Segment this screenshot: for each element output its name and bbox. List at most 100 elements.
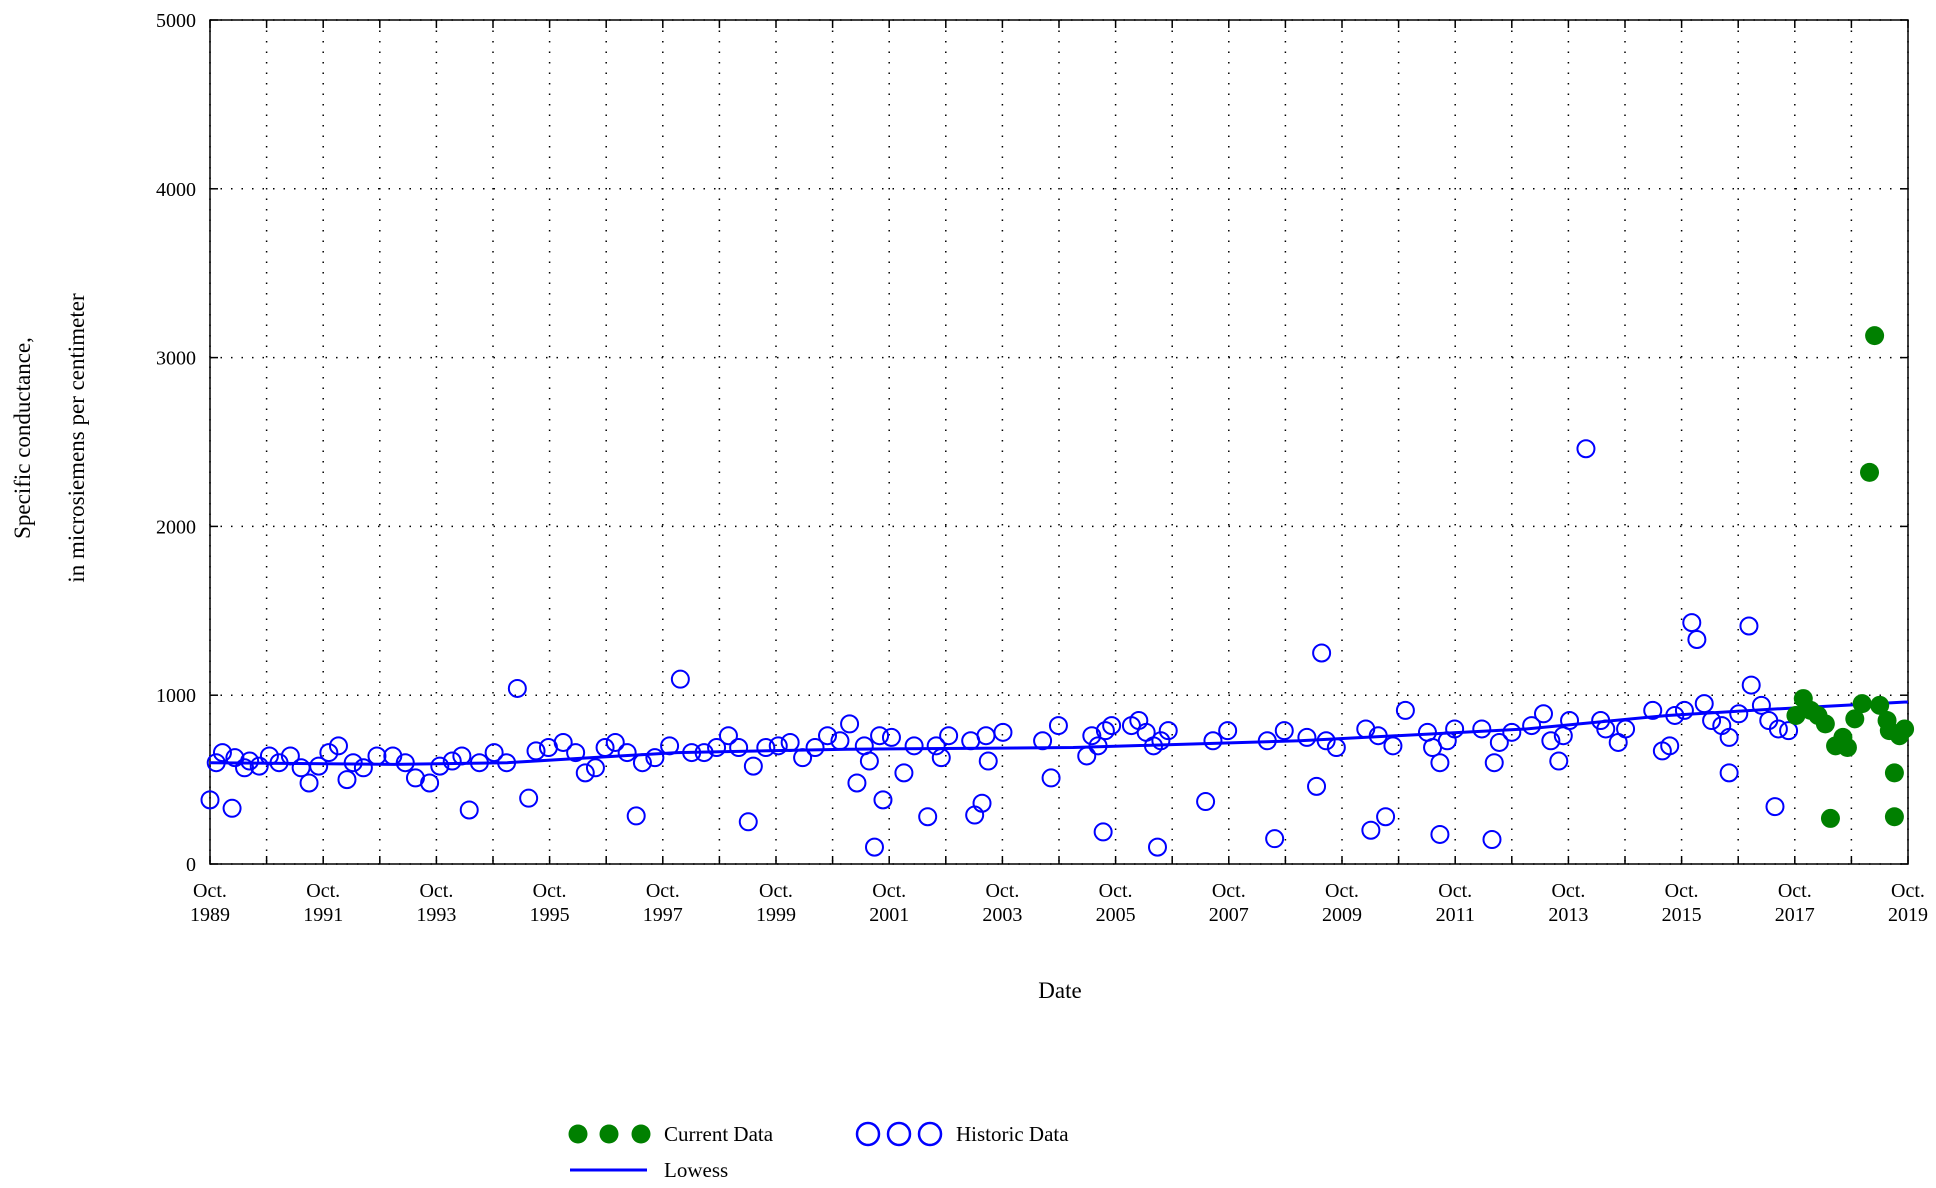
x-tick-label: Oct. 2001 bbox=[869, 880, 909, 926]
x-tick-label: Oct. 2019 bbox=[1888, 880, 1928, 926]
historic-point bbox=[420, 773, 440, 793]
historic-point bbox=[222, 798, 242, 818]
historic-point bbox=[1147, 837, 1167, 857]
historic-point bbox=[1751, 695, 1771, 715]
historic-point bbox=[1484, 753, 1504, 773]
x-tick-label: Oct. 2015 bbox=[1662, 880, 1702, 926]
historic-point bbox=[840, 714, 860, 734]
historic-point bbox=[847, 773, 867, 793]
historic-point bbox=[595, 738, 615, 758]
x-tick-label: Oct. 2017 bbox=[1775, 880, 1815, 926]
legend-marker bbox=[599, 1124, 619, 1144]
y-tick-label: 1000 bbox=[156, 685, 196, 707]
plot-frame bbox=[209, 19, 1909, 865]
historic-point bbox=[1576, 439, 1596, 459]
historic-point bbox=[1093, 822, 1113, 842]
historic-point bbox=[859, 751, 879, 771]
historic-point bbox=[873, 790, 893, 810]
historic-point bbox=[1102, 716, 1122, 736]
historic-point bbox=[1095, 721, 1115, 741]
historic-point bbox=[1033, 731, 1053, 751]
historic-point bbox=[626, 806, 646, 826]
historic-point bbox=[918, 807, 938, 827]
historic-point bbox=[1682, 613, 1702, 633]
historic-point bbox=[1719, 727, 1739, 747]
historic-point bbox=[1522, 716, 1542, 736]
historic-point bbox=[240, 751, 260, 771]
historic-point bbox=[978, 751, 998, 771]
y-tick-label: 4000 bbox=[156, 179, 196, 201]
historic-point bbox=[309, 756, 329, 776]
historic-point bbox=[1307, 776, 1327, 796]
historic-point bbox=[738, 812, 758, 832]
historic-point bbox=[1376, 807, 1396, 827]
current-point bbox=[1884, 763, 1904, 783]
x-tick-label: Oct. 2009 bbox=[1322, 880, 1362, 926]
historic-point bbox=[1218, 721, 1238, 741]
historic-point bbox=[645, 748, 665, 768]
historic-point bbox=[1274, 721, 1294, 741]
historic-point bbox=[1560, 711, 1580, 731]
historic-point bbox=[939, 726, 959, 746]
historic-point bbox=[1361, 820, 1381, 840]
x-tick-label: Oct. 2003 bbox=[982, 880, 1022, 926]
historic-point bbox=[1297, 727, 1317, 747]
historic-point bbox=[870, 726, 890, 746]
current-point bbox=[1845, 709, 1865, 729]
historic-point bbox=[1482, 830, 1502, 850]
historic-point bbox=[1158, 721, 1178, 741]
historic-point bbox=[1502, 722, 1522, 742]
legend-marker bbox=[917, 1121, 943, 1147]
historic-point bbox=[818, 726, 838, 746]
historic-point bbox=[1741, 675, 1761, 695]
historic-point bbox=[1687, 629, 1707, 649]
historic-point bbox=[1445, 719, 1465, 739]
legend-marker bbox=[886, 1121, 912, 1147]
x-tick-label: Oct. 2013 bbox=[1548, 880, 1588, 926]
current-point bbox=[1884, 807, 1904, 827]
historic-point bbox=[1694, 694, 1714, 714]
historic-point bbox=[1395, 700, 1415, 720]
historic-point bbox=[670, 669, 690, 689]
historic-point bbox=[249, 756, 269, 776]
historic-point bbox=[1430, 753, 1450, 773]
y-tick-label: 2000 bbox=[156, 516, 196, 538]
historic-point bbox=[1674, 700, 1694, 720]
legend-marker bbox=[631, 1124, 651, 1144]
legend-label: Current Data bbox=[664, 1122, 774, 1146]
historic-point bbox=[575, 763, 595, 783]
historic-point bbox=[484, 743, 504, 763]
legend-label: Historic Data bbox=[956, 1122, 1069, 1146]
y-axis-title: in microsiemens per centimeter bbox=[64, 293, 89, 583]
historic-point bbox=[1541, 731, 1561, 751]
x-tick-label: Oct. 1995 bbox=[530, 880, 570, 926]
x-axis-title: Date bbox=[1038, 978, 1081, 1003]
historic-point bbox=[1472, 719, 1492, 739]
historic-point bbox=[1533, 704, 1553, 724]
historic-point bbox=[718, 726, 738, 746]
historic-point bbox=[1082, 726, 1102, 746]
lowess-line bbox=[209, 700, 1909, 766]
historic-point bbox=[1660, 736, 1680, 756]
historic-point bbox=[319, 743, 339, 763]
y-tick-label: 3000 bbox=[156, 348, 196, 370]
historic-point bbox=[605, 732, 625, 752]
historic-point bbox=[1048, 716, 1068, 736]
historic-point bbox=[1765, 797, 1785, 817]
historic-point bbox=[299, 773, 319, 793]
current-point bbox=[1786, 705, 1806, 725]
y-axis-title: Specific conductance, bbox=[10, 337, 35, 539]
historic-point bbox=[200, 790, 220, 810]
historic-point bbox=[1643, 700, 1663, 720]
current-point bbox=[1837, 738, 1857, 758]
x-tick-label: Oct. 1993 bbox=[416, 880, 456, 926]
historic-point bbox=[976, 726, 996, 746]
x-tick-label: Oct. 2005 bbox=[1096, 880, 1136, 926]
historic-point bbox=[1265, 829, 1285, 849]
historic-point bbox=[1768, 719, 1788, 739]
historic-point bbox=[707, 738, 727, 758]
historic-point bbox=[337, 770, 357, 790]
x-tick-label: Oct. 2011 bbox=[1436, 880, 1475, 926]
